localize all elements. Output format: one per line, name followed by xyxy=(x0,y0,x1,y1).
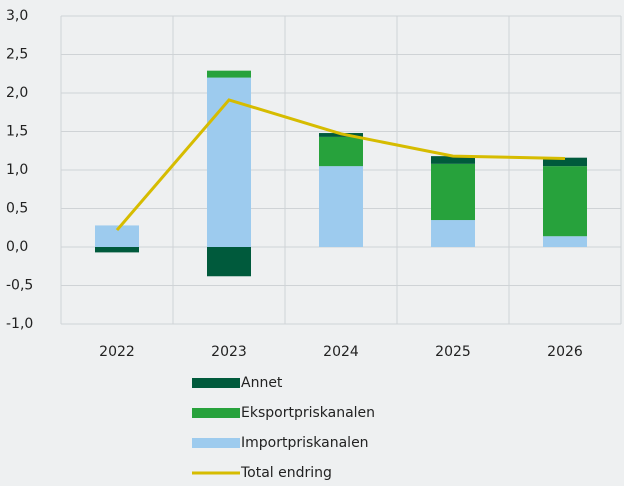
y-tick-label: 0,0 xyxy=(6,239,28,255)
bar xyxy=(207,77,251,247)
bar xyxy=(431,156,475,164)
legend-label: Eksportpriskanalen xyxy=(241,405,375,421)
bar xyxy=(543,166,587,237)
bar xyxy=(95,225,139,247)
bar xyxy=(207,70,251,78)
bar xyxy=(543,236,587,247)
x-tick-label: 2023 xyxy=(211,344,247,360)
y-tick-label: -1,0 xyxy=(6,316,33,332)
x-tick-label: 2025 xyxy=(435,344,471,360)
legend-label: Importpriskanalen xyxy=(241,435,369,451)
bar xyxy=(319,136,363,167)
y-tick-label: 2,0 xyxy=(6,85,28,101)
y-tick-label: 2,5 xyxy=(6,47,28,63)
legend-swatch xyxy=(192,408,240,418)
y-tick-label: 1,5 xyxy=(6,124,28,140)
bar xyxy=(95,247,139,253)
bar xyxy=(543,157,587,167)
line xyxy=(115,98,566,232)
bar xyxy=(319,166,363,247)
y-tick-label: 3,0 xyxy=(6,8,28,24)
legend-swatch xyxy=(192,378,240,388)
legend-swatch xyxy=(192,438,240,448)
legend-label: Total endring xyxy=(240,465,332,481)
bar xyxy=(431,220,475,247)
x-tick-label: 2026 xyxy=(547,344,583,360)
bar xyxy=(207,247,251,277)
bar xyxy=(431,163,475,221)
y-tick-label: 0,5 xyxy=(6,201,28,217)
y-tick-label: -0,5 xyxy=(6,278,33,294)
x-tick-label: 2024 xyxy=(323,344,359,360)
legend-label: Annet xyxy=(241,375,283,391)
x-tick-label: 2022 xyxy=(99,344,135,360)
y-tick-label: 1,0 xyxy=(6,162,28,178)
